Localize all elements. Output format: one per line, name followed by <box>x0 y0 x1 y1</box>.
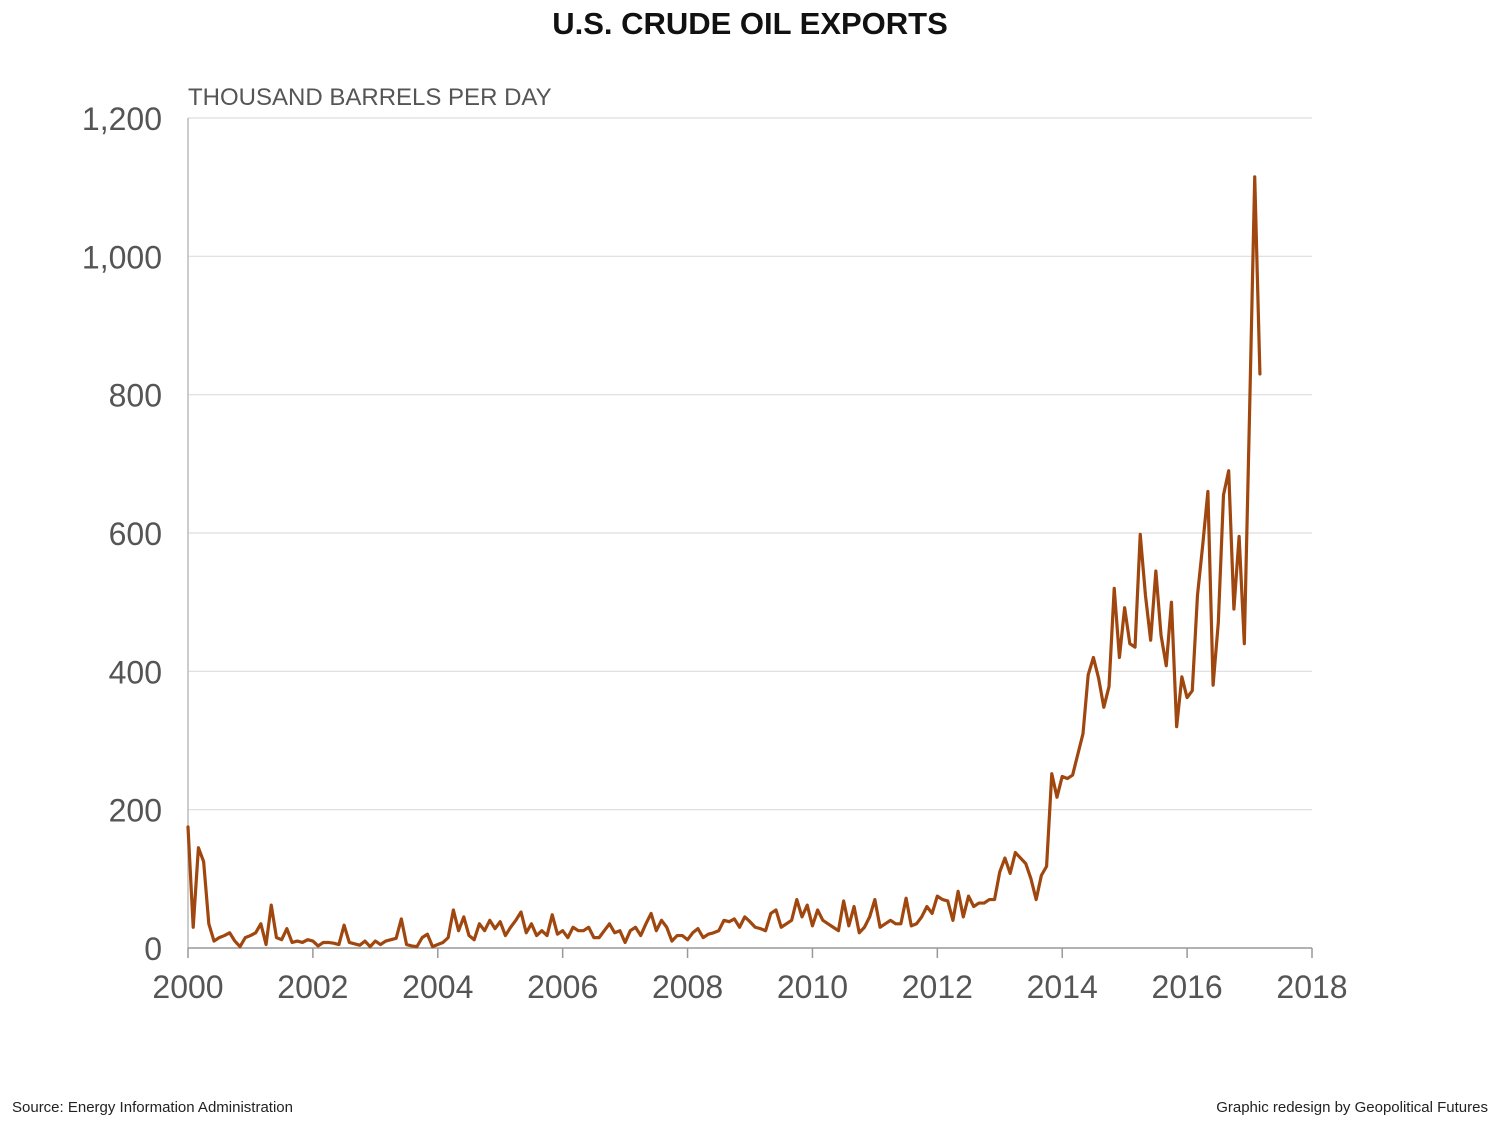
y-tick-label: 800 <box>109 378 162 414</box>
x-tick-label: 2002 <box>277 969 348 1005</box>
chart-title: U.S. CRUDE OIL EXPORTS <box>552 6 948 41</box>
x-tick-label: 2018 <box>1276 969 1347 1005</box>
y-tick-label: 1,000 <box>82 239 162 275</box>
x-tick-label: 2000 <box>152 969 223 1005</box>
y-tick-label: 400 <box>109 654 162 690</box>
x-tick-label: 2016 <box>1152 969 1223 1005</box>
gridlines <box>188 117 1312 811</box>
x-tick-label: 2012 <box>902 969 973 1005</box>
x-tick-label: 2010 <box>777 969 848 1005</box>
y-tick-label: 1,200 <box>82 101 162 137</box>
x-tick-label: 2006 <box>527 969 598 1005</box>
series-layer <box>186 175 1262 949</box>
series-line-exports <box>186 175 1262 949</box>
axes <box>187 118 1313 958</box>
x-tick-label: 2014 <box>1027 969 1098 1005</box>
y-tick-label: 0 <box>144 931 162 967</box>
y-axis-label: THOUSAND BARRELS PER DAY <box>188 84 552 111</box>
y-tick-labels: 0 200 400 600 800 1,000 1,200 <box>82 101 162 967</box>
source-note: Source: Energy Information Administratio… <box>12 1099 293 1116</box>
credit-note: Graphic redesign by Geopolitical Futures <box>1216 1099 1488 1116</box>
y-tick-label: 600 <box>109 516 162 552</box>
x-tick-label: 2004 <box>402 969 473 1005</box>
y-tick-label: 200 <box>109 793 162 829</box>
x-tick-label: 2008 <box>652 969 723 1005</box>
x-tick-labels: 2000 2002 2004 2006 2008 2010 2012 2014 2016 2018 <box>152 969 1347 1005</box>
